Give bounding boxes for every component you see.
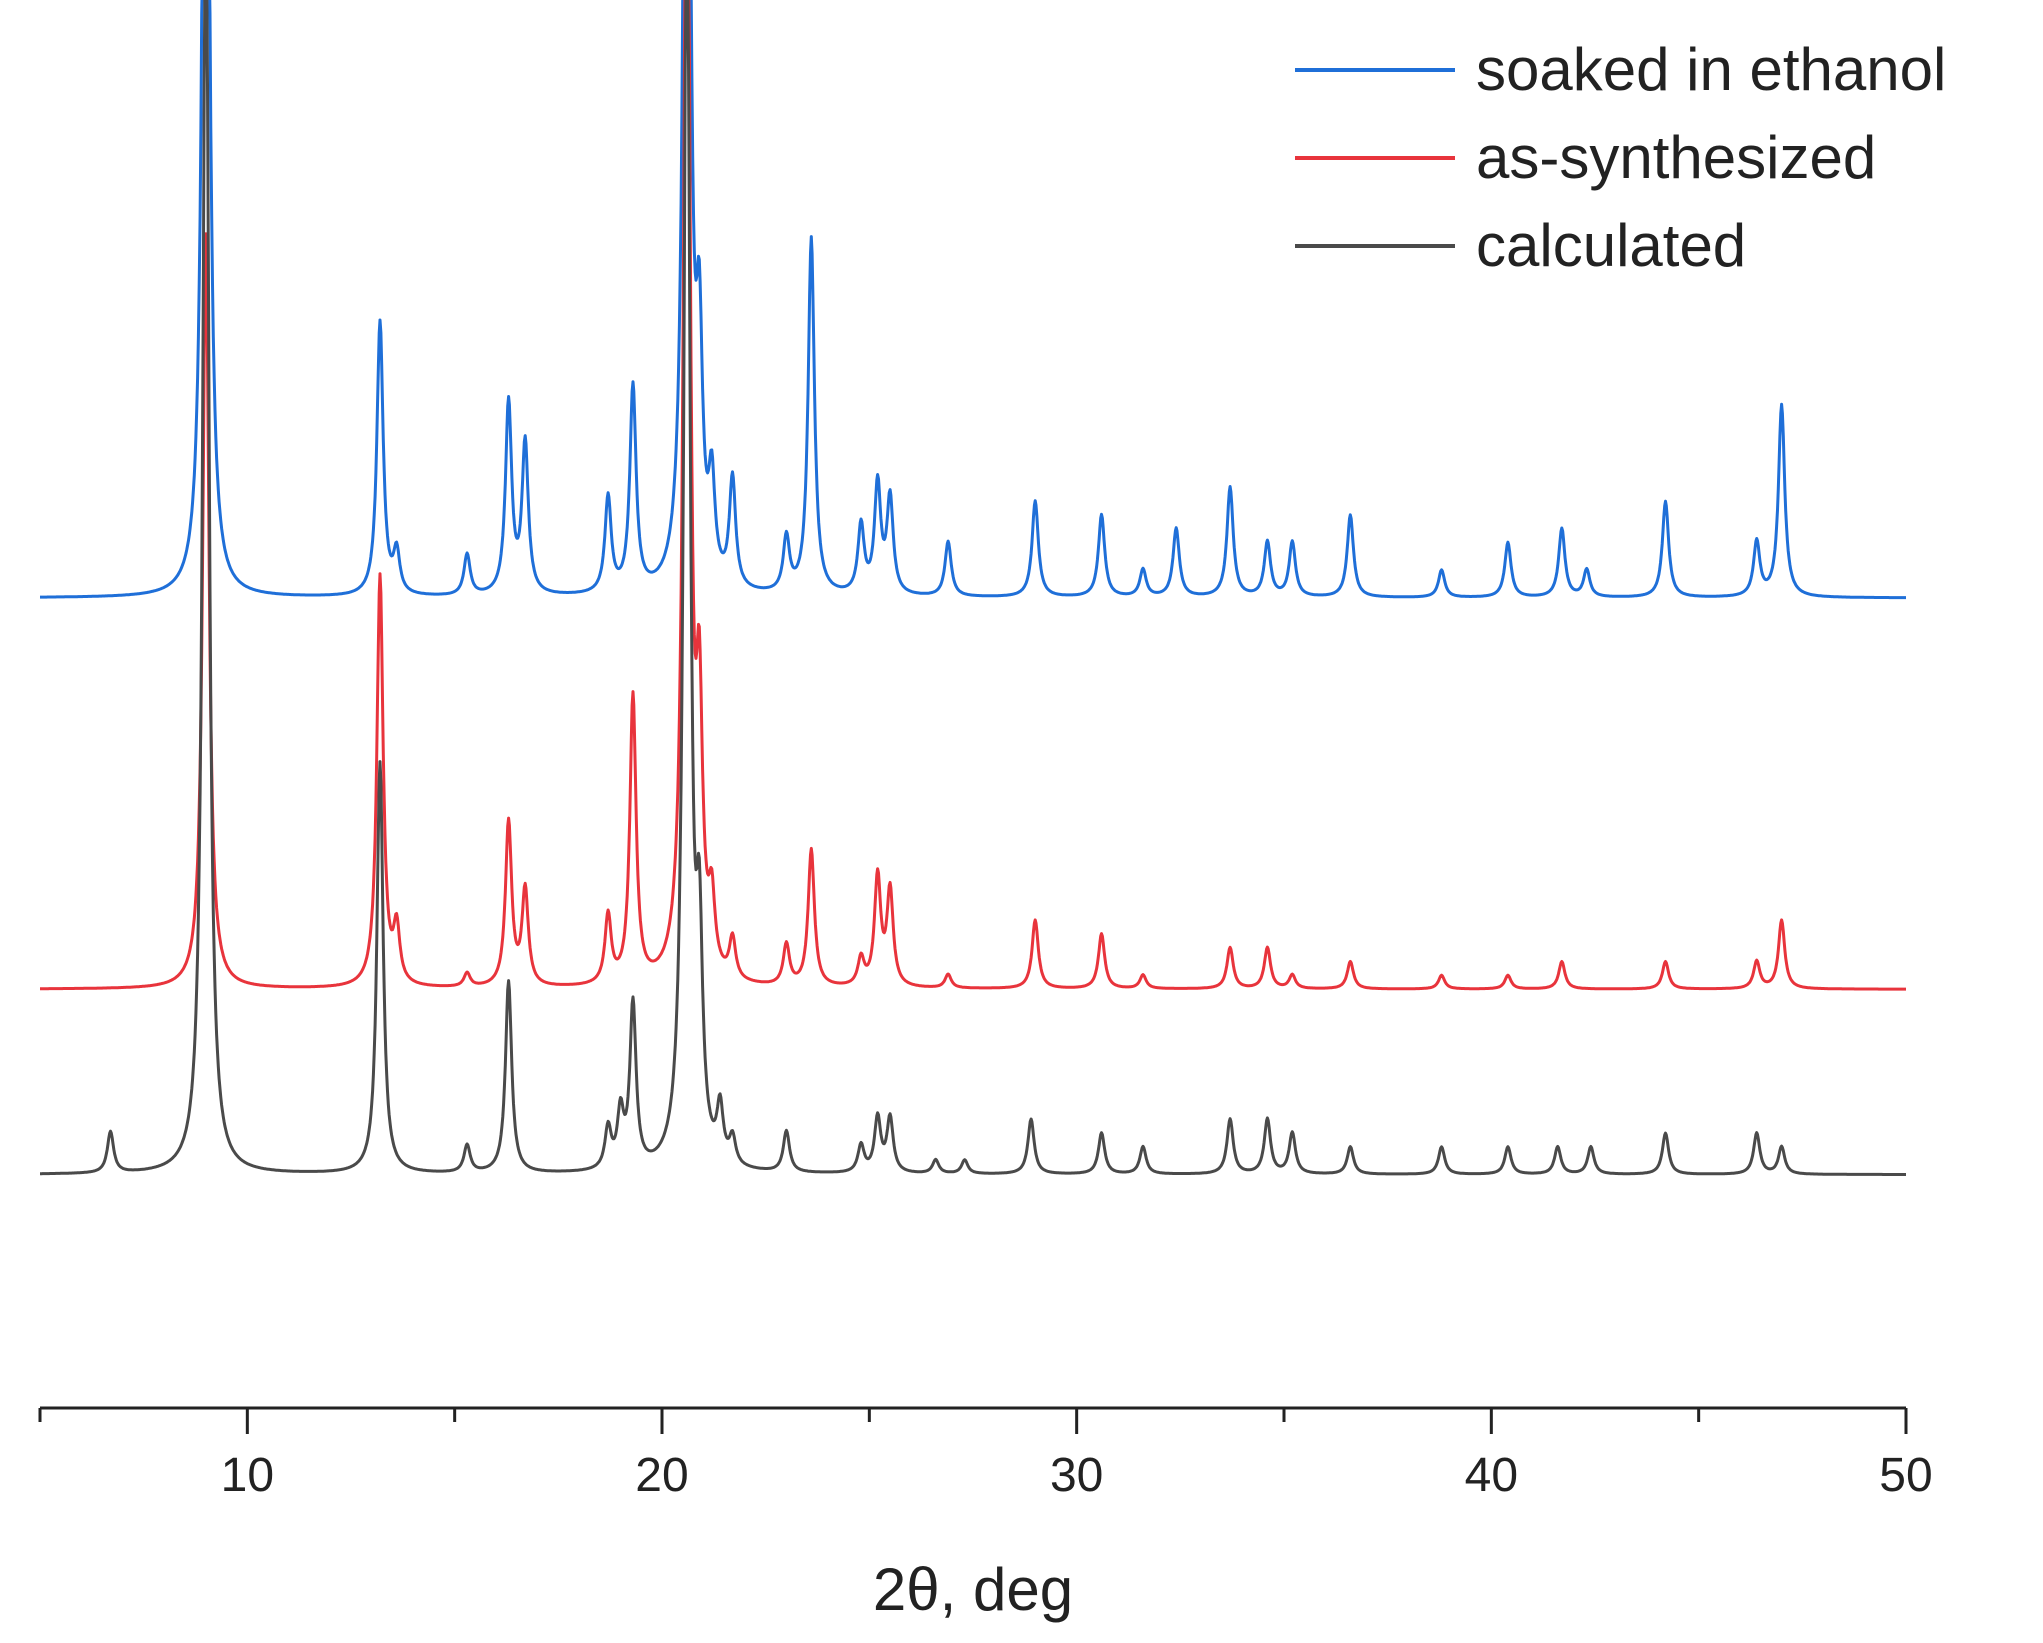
series-line-1: [39, 0, 1907, 600]
x-tick-label: 30: [1050, 1449, 1103, 1502]
series-line-2: [39, 0, 1907, 991]
legend-label: soaked in ethanol: [1476, 36, 1946, 103]
x-tick-label: 20: [635, 1449, 688, 1502]
x-axis: 10 20 30 40 50: [38, 1406, 1933, 1502]
x-tick-label: 10: [221, 1449, 274, 1502]
legend-label: calculated: [1476, 212, 1746, 279]
legend-label: as-synthesized: [1476, 124, 1876, 191]
plot-traces: [39, 0, 1907, 1176]
series-line-3: [39, 0, 1907, 1176]
x-axis-title: 2θ, deg: [873, 1556, 1073, 1623]
legend: soaked in ethanol as-synthesized calculate…: [1295, 36, 1946, 279]
x-tick-label: 50: [1879, 1449, 1932, 1502]
x-tick-label: 40: [1465, 1449, 1518, 1502]
